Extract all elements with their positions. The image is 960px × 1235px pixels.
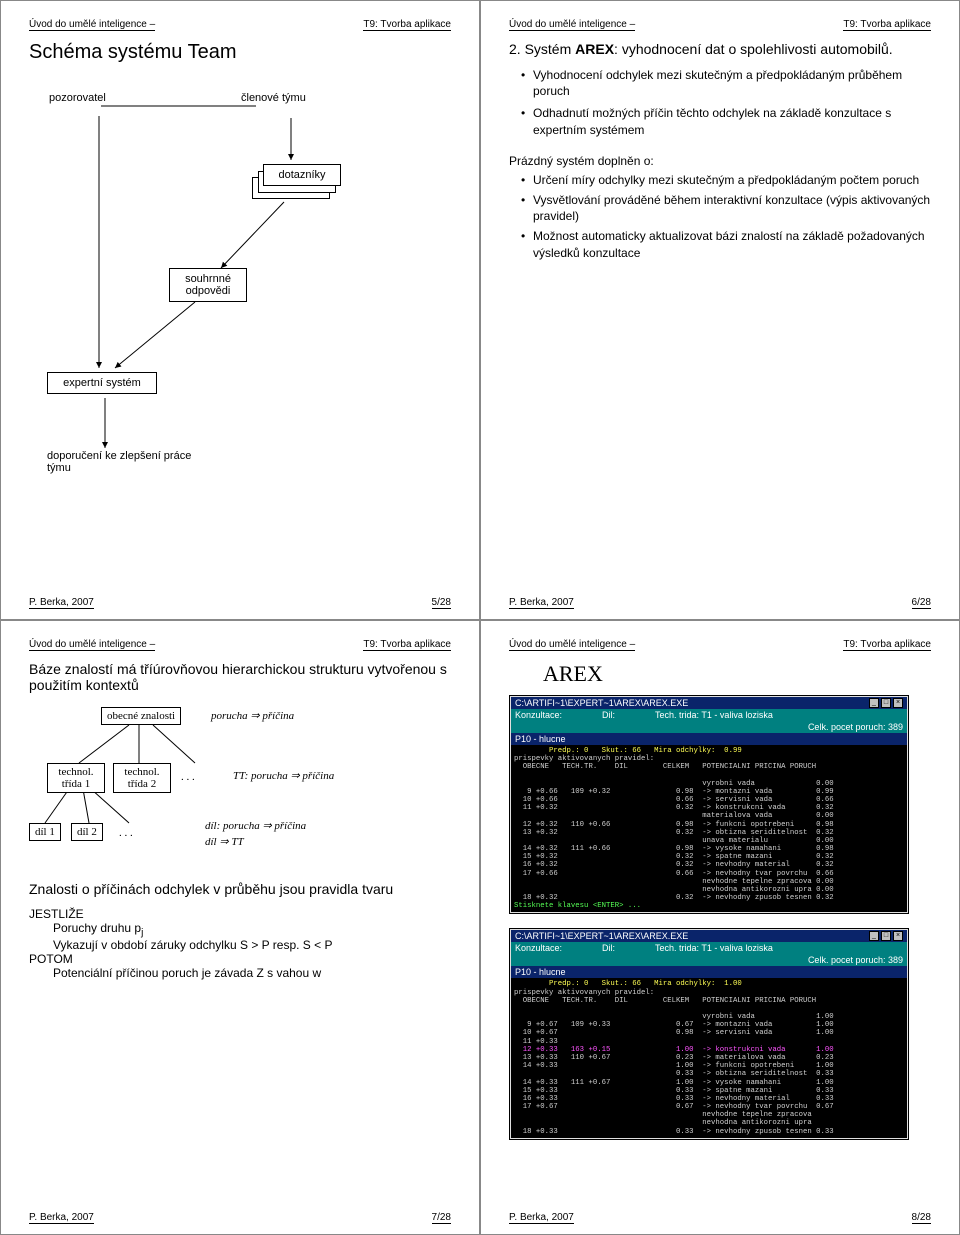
rule-line3: Potenciální příčinou poruch je závada Z … xyxy=(29,966,451,980)
bar-mid: Dil: xyxy=(602,943,615,953)
intro-b: Prázdný systém doplněn o: xyxy=(509,154,931,168)
slide-footer: P. Berka, 2007 6/28 xyxy=(509,597,931,609)
slide-footer: P. Berka, 2007 8/28 xyxy=(509,1212,931,1224)
box-t2: technol. třída 2 xyxy=(113,763,171,793)
minimize-icon[interactable]: _ xyxy=(869,931,879,941)
footer-page: 7/28 xyxy=(432,1212,451,1224)
rule-line2: Vykazují v období záruky odchylku S > P … xyxy=(29,938,451,952)
term-title-text: C:\ARTIFI~1\EXPERT~1\AREX\AREX.EXE xyxy=(515,931,688,941)
header-left: Úvod do umělé inteligence – xyxy=(29,19,155,31)
slide-5: Úvod do umělé inteligence – T9: Tvorba a… xyxy=(0,0,480,620)
slide-7: Úvod do umělé inteligence – T9: Tvorba a… xyxy=(0,620,480,1235)
header-right: T9: Tvorba aplikace xyxy=(843,19,931,31)
maximize-icon[interactable]: □ xyxy=(881,698,891,708)
box-summary: souhrnné odpovědi xyxy=(169,268,247,302)
text2: Znalosti o příčinách odchylek v průběhu … xyxy=(29,881,451,897)
arex-title: AREX xyxy=(543,661,931,687)
slide-header: Úvod do umělé inteligence – T9: Tvorba a… xyxy=(29,639,451,651)
bar-right: Tech. trida: T1 - valiva loziska xyxy=(655,710,773,720)
bullet-item: Určení míry odchylky mezi skutečným a př… xyxy=(521,172,931,188)
term-title-text: C:\ARTIFI~1\EXPERT~1\AREX\AREX.EXE xyxy=(515,698,688,708)
bullet-list-b: Určení míry odchylky mezi skutečným a př… xyxy=(509,172,931,261)
footer-author: P. Berka, 2007 xyxy=(29,597,94,609)
dots-b: . . . xyxy=(119,827,133,839)
bar-left: Konzultace: xyxy=(515,710,562,720)
header-left: Úvod do umělé inteligence – xyxy=(29,639,155,651)
terminal-b: C:\ARTIFI~1\EXPERT~1\AREX\AREX.EXE _ □ ×… xyxy=(509,928,909,1139)
bar-pocet: Celk. pocet poruch: 389 xyxy=(808,955,903,965)
header-left: Úvod do umělé inteligence – xyxy=(509,19,635,31)
bullet-item: Možnost automaticky aktualizovat bázi zn… xyxy=(521,228,931,260)
box-t1: technol. třída 1 xyxy=(47,763,105,793)
window-buttons: _ □ × xyxy=(869,698,903,708)
rule-then: POTOM xyxy=(29,952,451,966)
box-d1: díl 1 xyxy=(29,823,61,841)
slide-footer: P. Berka, 2007 5/28 xyxy=(29,597,451,609)
slide-header: Úvod do umělé inteligence – T9: Tvorba a… xyxy=(509,639,931,651)
terminal-body-b: Predp.: 0 Skut.: 66 Mira odchylky: 1.00 … xyxy=(511,978,907,1137)
footer-page: 8/28 xyxy=(912,1212,931,1224)
label-observer: pozorovatel xyxy=(49,92,106,104)
footer-page: 6/28 xyxy=(912,597,931,609)
dots-a: . . . xyxy=(181,771,195,783)
bar-left: Konzultace: xyxy=(515,943,562,953)
bullet-item: Vysvětlování prováděné během interaktivn… xyxy=(521,192,931,224)
slide-header: Úvod do umělé inteligence – T9: Tvorba a… xyxy=(509,19,931,31)
maximize-icon[interactable]: □ xyxy=(881,931,891,941)
rule-if: JESTLIŽE xyxy=(29,907,451,921)
minimize-icon[interactable]: _ xyxy=(869,698,879,708)
header-right: T9: Tvorba aplikace xyxy=(363,19,451,31)
footer-author: P. Berka, 2007 xyxy=(509,597,574,609)
slide-6: Úvod do umělé inteligence – T9: Tvorba a… xyxy=(480,0,960,620)
footer-page: 5/28 xyxy=(432,597,451,609)
slide-title: Schéma systému Team xyxy=(29,41,451,64)
label-members: členové týmu xyxy=(241,92,306,104)
close-icon[interactable]: × xyxy=(893,931,903,941)
title-prefix: 2. Systém xyxy=(509,41,575,57)
bullet-item: Vyhodnocení odchylek mezi skutečným a př… xyxy=(521,67,931,99)
box-questionnaires: dotazníky xyxy=(263,164,341,186)
header-left: Úvod do umělé inteligence – xyxy=(509,639,635,651)
box-general: obecné znalosti xyxy=(101,707,181,725)
rule-block: JESTLIŽE Poruchy druhu pj Vykazují v obd… xyxy=(29,907,451,980)
kb-diagram: obecné znalosti porucha ⇒ příčina techno… xyxy=(29,703,409,863)
rule-line1: Poruchy druhu pj xyxy=(29,921,451,938)
caption-tt: TT: porucha ⇒ příčina xyxy=(233,769,334,782)
slide-header: Úvod do umělé inteligence – T9: Tvorba a… xyxy=(29,19,451,31)
bullet-list-a: Vyhodnocení odchylek mezi skutečným a př… xyxy=(509,67,931,138)
caption-dil2: díl ⇒ TT xyxy=(205,835,244,848)
terminal-a: C:\ARTIFI~1\EXPERT~1\AREX\AREX.EXE _ □ ×… xyxy=(509,695,909,914)
slide-title: 2. Systém AREX: vyhodnocení dat o spoleh… xyxy=(509,41,931,57)
slide-8: Úvod do umělé inteligence – T9: Tvorba a… xyxy=(480,620,960,1235)
header-right: T9: Tvorba aplikace xyxy=(843,639,931,651)
box-expert: expertní systém xyxy=(47,372,157,394)
bullet-item: Odhadnutí možných příčin těchto odchylek… xyxy=(521,105,931,137)
window-buttons: _ □ × xyxy=(869,931,903,941)
footer-author: P. Berka, 2007 xyxy=(29,1212,94,1224)
box-d2: díl 2 xyxy=(71,823,103,841)
close-icon[interactable]: × xyxy=(893,698,903,708)
team-diagram: pozorovatel členové týmu dotazníky souhr… xyxy=(29,78,439,498)
footer-author: P. Berka, 2007 xyxy=(509,1212,574,1224)
title-bold: AREX xyxy=(575,41,614,57)
header-right: T9: Tvorba aplikace xyxy=(363,639,451,651)
label-recommend: doporučení ke zlepšení práce týmu xyxy=(47,450,197,474)
terminal-body-a: Predp.: 0 Skut.: 66 Mira odchylky: 0.99 … xyxy=(511,745,907,912)
title-suffix: : vyhodnocení dat o spolehlivosti automo… xyxy=(614,41,893,57)
term-p10: P10 - hlucne xyxy=(515,967,566,977)
bar-pocet: Celk. pocet poruch: 389 xyxy=(808,722,903,732)
caption-dil1: díl: porucha ⇒ příčina xyxy=(205,819,306,832)
term-p10: P10 - hlucne xyxy=(515,734,566,744)
bar-right: Tech. trida: T1 - valiva loziska xyxy=(655,943,773,953)
slide-title: Báze znalostí má tříúrovňovou hierarchic… xyxy=(29,661,451,693)
bar-mid: Dil: xyxy=(602,710,615,720)
slide-footer: P. Berka, 2007 7/28 xyxy=(29,1212,451,1224)
caption-general: porucha ⇒ příčina xyxy=(211,709,294,722)
